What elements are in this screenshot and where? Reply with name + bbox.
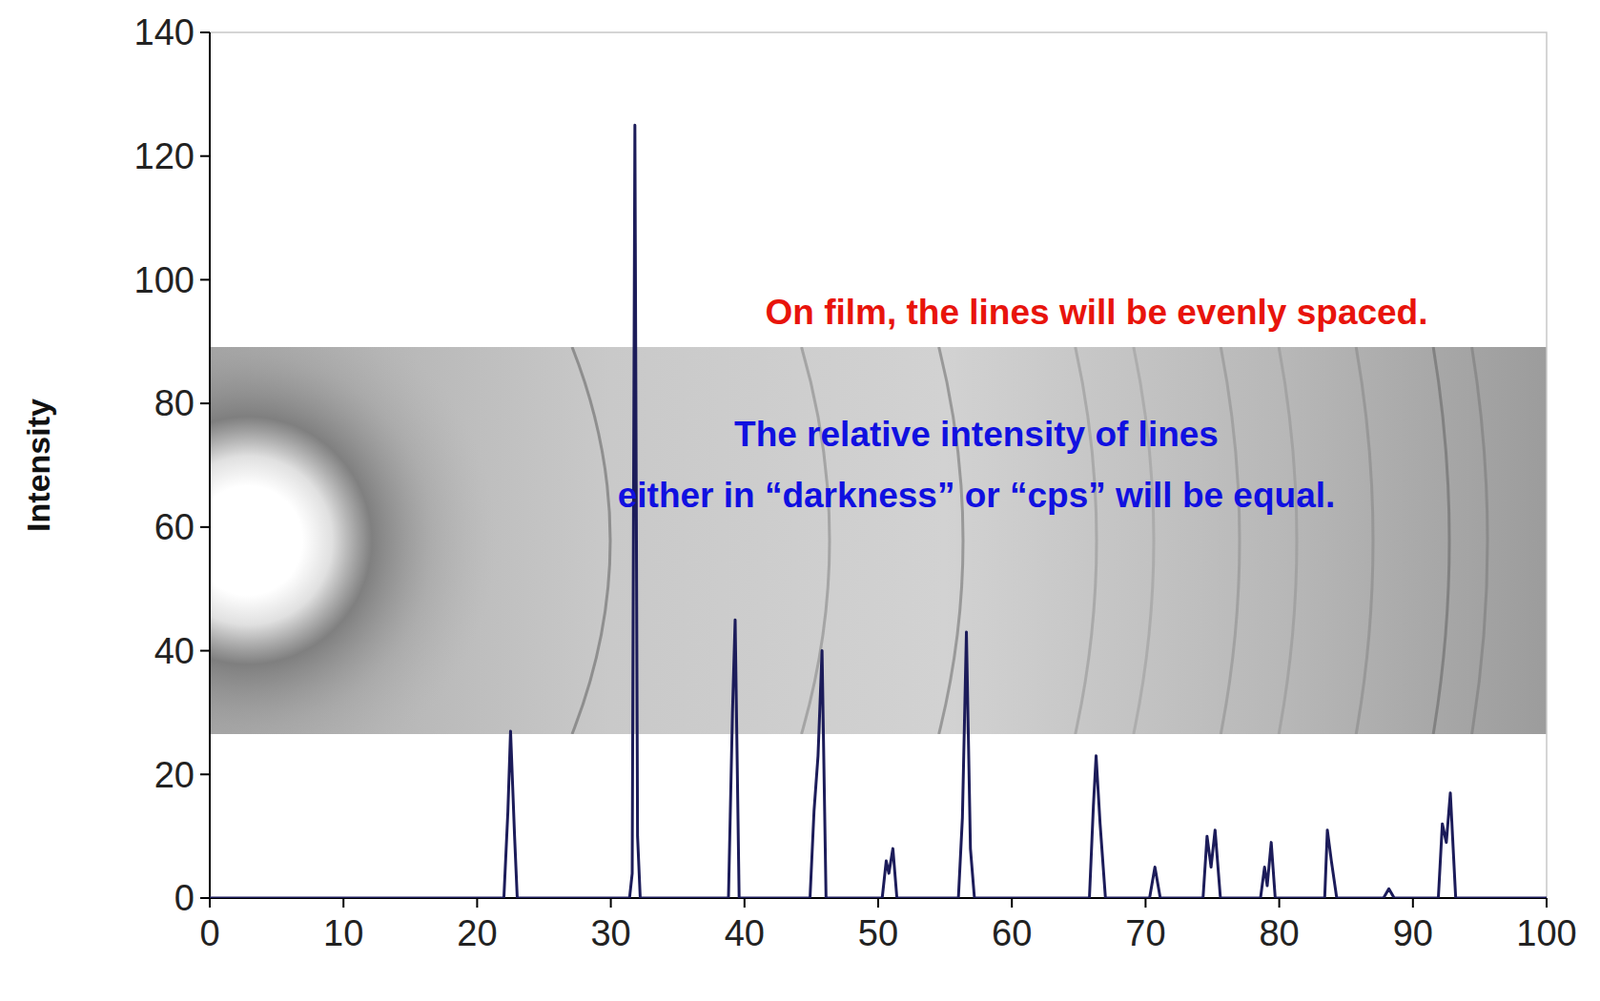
x-tick (877, 898, 880, 908)
x-tick (610, 898, 613, 908)
x-tick-label: 100 (1516, 913, 1577, 954)
film-line (939, 347, 964, 735)
annotation: The relative intensity of lines (734, 414, 1219, 454)
y-tick-label: 120 (134, 136, 195, 177)
plot-frame (209, 32, 1547, 899)
y-tick-label: 140 (134, 12, 195, 53)
annotation: either in “darkness” or “cps” will be eq… (617, 475, 1336, 515)
x-tick (342, 898, 345, 908)
y-tick-label: 60 (154, 507, 195, 548)
y-axis (208, 32, 211, 899)
x-tick (1412, 898, 1415, 908)
x-tick (1144, 898, 1147, 908)
x-tick-label: 90 (1393, 913, 1434, 954)
x-tick (208, 898, 211, 908)
annotation: On film, the lines will be evenly spaced… (765, 292, 1429, 332)
film-line (1075, 347, 1097, 735)
x-tick-label: 50 (858, 913, 899, 954)
film-line (801, 347, 830, 735)
y-axis-title: Intensity (20, 398, 57, 533)
y-tick (200, 31, 210, 34)
film-strip (209, 347, 1547, 735)
x-tick-label: 20 (456, 913, 497, 954)
film-line (1133, 347, 1154, 735)
y-tick-label: 0 (174, 878, 195, 919)
x-tick-label: 0 (199, 913, 220, 954)
diffraction-line (209, 124, 1547, 899)
chart: 0 20 40 60 80 100 120 140 0 10 20 30 40 50 60 70 80 90 100… (0, 0, 1600, 1001)
film-line (1433, 347, 1450, 735)
x-tick (743, 898, 746, 908)
plot-area (209, 124, 1547, 899)
film-hole (209, 347, 496, 735)
x-tick (1010, 898, 1013, 908)
x-tick-label: 30 (590, 913, 631, 954)
y-tick (200, 650, 210, 653)
y-tick (200, 897, 210, 900)
x-tick-label: 10 (323, 913, 364, 954)
y-tick (200, 773, 210, 776)
film-line (1472, 347, 1488, 735)
film-line (1278, 347, 1297, 735)
x-tick (1278, 898, 1281, 908)
y-tick (200, 402, 210, 405)
y-tick (200, 526, 210, 529)
x-tick-label: 60 (991, 913, 1032, 954)
y-tick (200, 155, 210, 158)
y-tick-label: 100 (134, 260, 195, 301)
x-tick-label: 40 (724, 913, 765, 954)
x-tick-label: 80 (1258, 913, 1299, 954)
film-line (572, 347, 611, 735)
x-tick (1545, 898, 1548, 908)
x-tick-label: 70 (1125, 913, 1166, 954)
y-tick (200, 278, 210, 281)
y-tick-label: 80 (154, 383, 195, 424)
y-tick-label: 20 (154, 755, 195, 796)
y-tick-label: 40 (154, 631, 195, 672)
film-line (1355, 347, 1374, 735)
film-line (1220, 347, 1240, 735)
x-tick (475, 898, 478, 908)
